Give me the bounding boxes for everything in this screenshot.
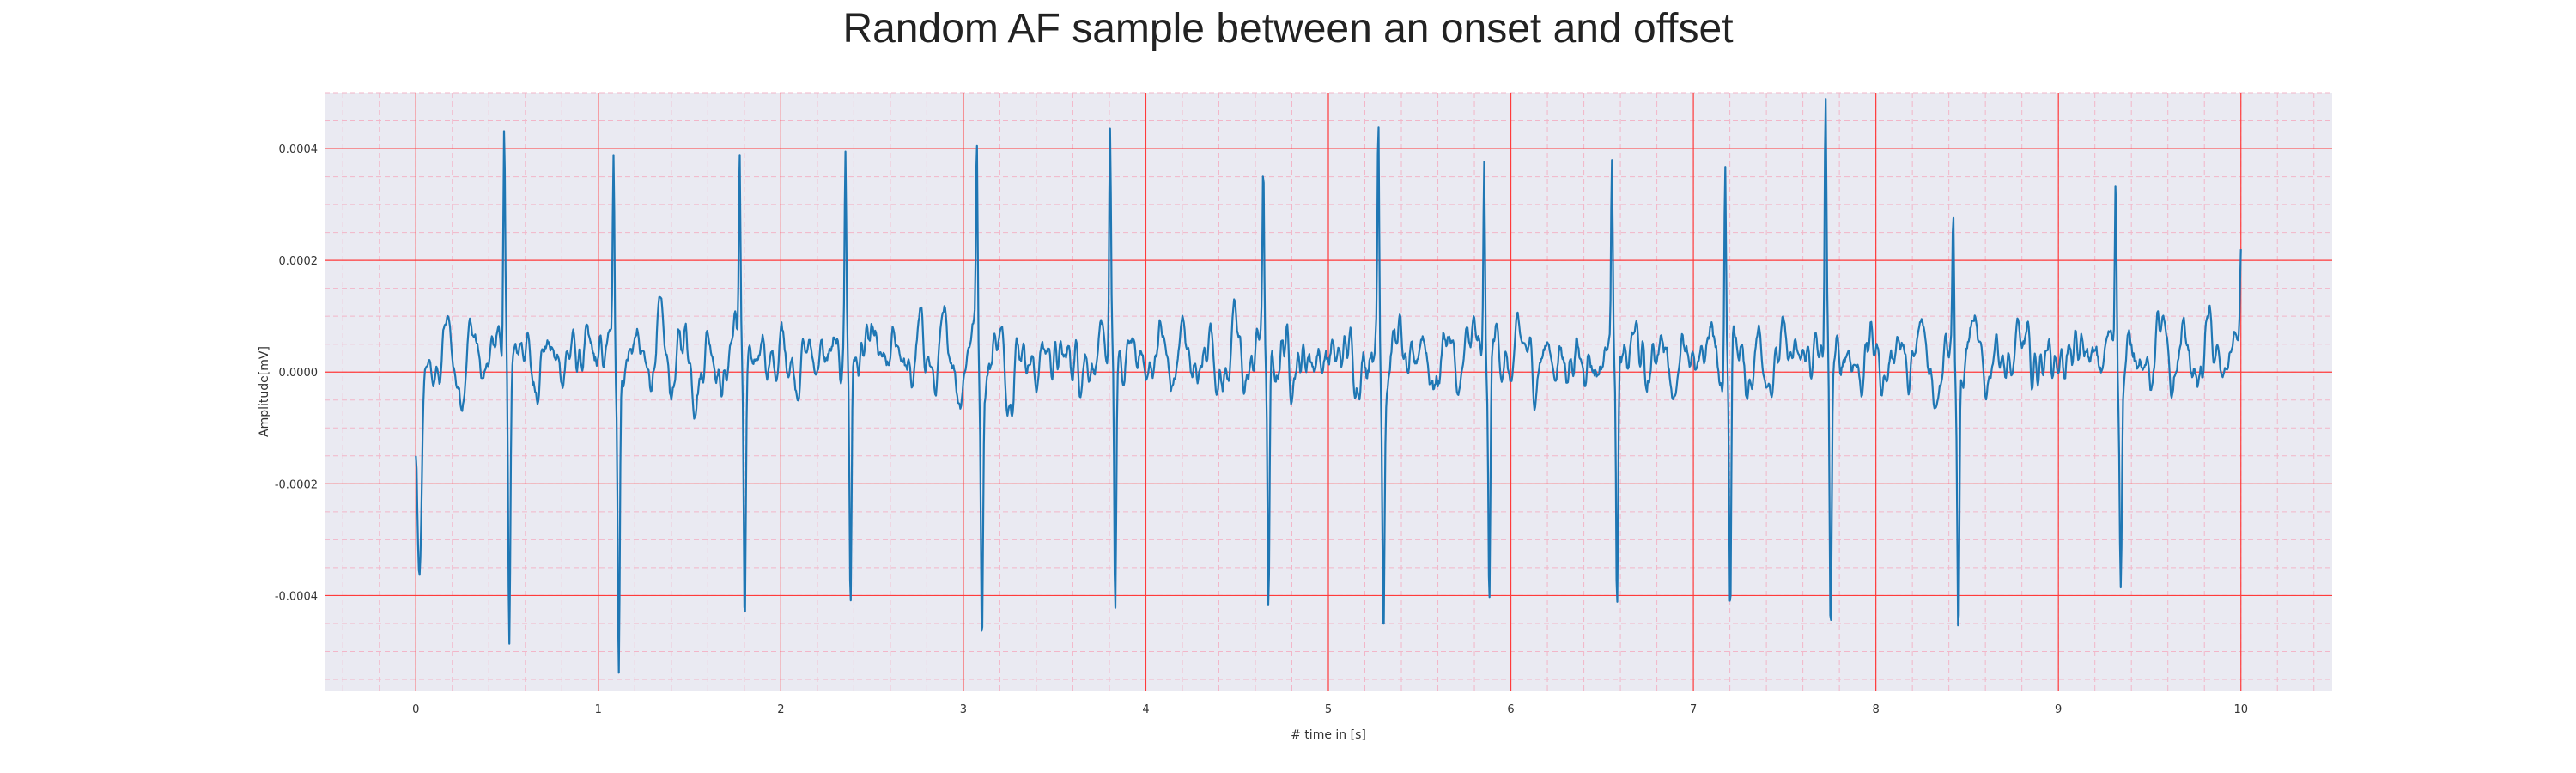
series-line-af-signal xyxy=(415,98,2242,674)
x-tick-label: 3 xyxy=(960,703,967,716)
y-axis-label: Amplitude[mV] xyxy=(258,346,271,437)
x-tick-label: 5 xyxy=(1325,703,1332,716)
x-tick-label: 4 xyxy=(1142,703,1149,716)
chart-title: Random AF sample between an onset and of… xyxy=(842,6,1734,52)
x-axis-label: # time in [s] xyxy=(1291,728,1366,742)
y-axis-ticks: -0.0004 -0.0002 0.0000 0.0002 0.0004 xyxy=(275,143,318,603)
x-tick-label: 7 xyxy=(1690,703,1697,716)
y-tick-label: -0.0002 xyxy=(275,478,318,491)
x-tick-label: 0 xyxy=(412,703,419,716)
x-tick-label: 10 xyxy=(2233,703,2248,716)
x-tick-label: 8 xyxy=(1872,703,1879,716)
y-tick-label: 0.0000 xyxy=(279,367,319,380)
x-tick-label: 2 xyxy=(777,703,784,716)
x-tick-label: 6 xyxy=(1507,703,1514,716)
y-tick-label: 0.0004 xyxy=(279,143,319,156)
y-tick-label: -0.0004 xyxy=(275,590,318,603)
x-axis-ticks: 0 1 2 3 4 5 6 7 8 9 10 xyxy=(412,703,2248,716)
x-tick-label: 1 xyxy=(595,703,602,716)
x-tick-label: 9 xyxy=(2055,703,2062,716)
y-tick-label: 0.0002 xyxy=(279,255,319,268)
major-grid xyxy=(325,93,2332,691)
